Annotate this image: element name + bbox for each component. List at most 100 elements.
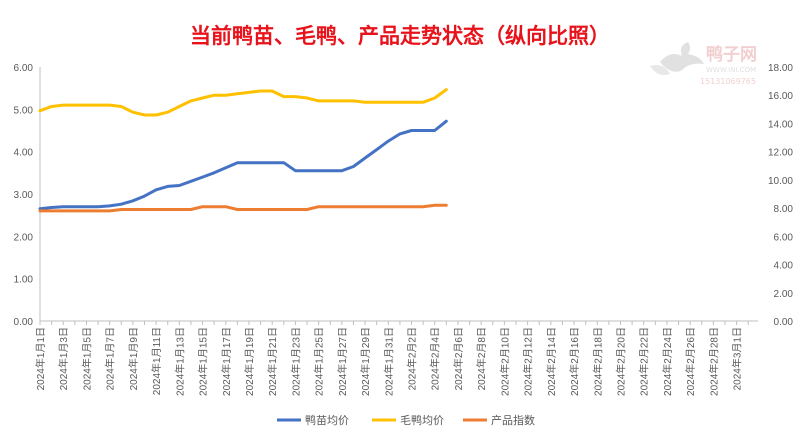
x-axis-tick-label: 2024年1月29日 bbox=[359, 327, 372, 396]
x-axis-tick-label: 2024年1月11日 bbox=[150, 327, 163, 395]
data-point bbox=[433, 129, 436, 132]
data-point bbox=[97, 210, 99, 212]
data-point bbox=[445, 204, 448, 207]
x-axis-tick-label: 2024年2月28日 bbox=[707, 327, 720, 396]
data-point bbox=[108, 210, 111, 212]
watermark-brand: 鸭子网 bbox=[706, 44, 757, 65]
series-0 bbox=[38, 119, 448, 211]
right-axis-tick-label: 6.00 bbox=[774, 232, 794, 243]
data-point bbox=[341, 169, 343, 172]
data-point bbox=[329, 100, 332, 102]
right-axis-tick-label: 18.00 bbox=[768, 63, 793, 74]
data-point bbox=[271, 90, 274, 92]
series-2 bbox=[38, 203, 448, 213]
data-point bbox=[399, 133, 401, 135]
left-axis-tick-label: 2.00 bbox=[14, 232, 34, 243]
data-point bbox=[62, 210, 65, 212]
series-line-1 bbox=[38, 88, 448, 117]
data-point bbox=[341, 205, 343, 208]
series-line-0 bbox=[38, 119, 448, 211]
data-point bbox=[97, 104, 99, 106]
data-point bbox=[85, 210, 88, 212]
left-axis-tick-label: 4.00 bbox=[14, 148, 34, 159]
data-point bbox=[120, 208, 123, 211]
axes: 0.00 1.00 2.00 3.00 4.00 5.00 6.00 0.00 2.00 4.00… bbox=[14, 63, 794, 396]
data-point bbox=[375, 148, 378, 151]
x-axis-tick-label: 2024年2月12日 bbox=[522, 327, 535, 396]
data-point bbox=[39, 208, 41, 210]
data-point bbox=[74, 104, 76, 106]
right-axis-tick-label: 14.00 bbox=[768, 119, 793, 130]
x-axis-tick-label: 2024年2月26日 bbox=[684, 327, 697, 396]
data-point bbox=[283, 208, 285, 211]
right-axis-tick-label: 12.00 bbox=[768, 148, 793, 159]
data-point bbox=[190, 208, 192, 211]
x-axis-tick-label: 2024年1月23日 bbox=[289, 327, 302, 396]
watermark: 鸭子网 WWW.INI.COM 15131069765 bbox=[650, 42, 757, 86]
x-axis-tick-label: 2024年2月6日 bbox=[452, 327, 465, 390]
x-axis-tick-label: 2024年1月19日 bbox=[243, 327, 256, 396]
data-point bbox=[259, 208, 262, 211]
x-axis-tick-label: 2024年1月17日 bbox=[220, 327, 233, 396]
data-point bbox=[213, 205, 215, 208]
data-point bbox=[306, 208, 308, 211]
data-point bbox=[190, 180, 192, 183]
right-axis-tick-label: 8.00 bbox=[774, 204, 794, 215]
x-axis-tick-label: 2024年1月31日 bbox=[382, 327, 395, 396]
data-point bbox=[317, 100, 320, 102]
data-point bbox=[294, 169, 297, 172]
data-point bbox=[294, 95, 297, 98]
data-point bbox=[224, 205, 227, 208]
x-axis-tick-label: 2024年2月16日 bbox=[568, 327, 581, 396]
data-point bbox=[410, 129, 413, 132]
data-point bbox=[74, 205, 76, 208]
right-axis-tick-label: 2.00 bbox=[774, 289, 794, 300]
data-point bbox=[445, 88, 448, 91]
data-point bbox=[143, 195, 146, 197]
data-point bbox=[143, 114, 146, 116]
data-point bbox=[271, 208, 274, 211]
data-point bbox=[132, 199, 134, 202]
x-axis-tick-label: 2024年1月21日 bbox=[266, 327, 279, 396]
data-point bbox=[317, 205, 320, 208]
data-point bbox=[62, 104, 65, 106]
data-point bbox=[190, 100, 192, 102]
left-axis-tick-label: 6.00 bbox=[14, 63, 34, 74]
legend-label-0: 鸭苗均价 bbox=[305, 414, 349, 427]
series-layer bbox=[38, 88, 448, 213]
x-axis-tick-label: 2024年1月5日 bbox=[80, 327, 93, 390]
data-point bbox=[236, 93, 239, 95]
data-point bbox=[283, 95, 285, 98]
x-axis-tick-label: 2024年1月7日 bbox=[104, 327, 117, 390]
data-point bbox=[224, 94, 227, 97]
data-point bbox=[433, 204, 436, 207]
data-point bbox=[422, 129, 424, 132]
x-axis-tick-label: 2024年2月24日 bbox=[661, 327, 674, 396]
data-point bbox=[132, 111, 134, 113]
watermark-url: WWW.INI.COM bbox=[706, 66, 756, 74]
data-point bbox=[132, 208, 134, 211]
data-point bbox=[352, 205, 355, 208]
x-axis-tick-label: 2024年2月10日 bbox=[498, 327, 511, 396]
data-point bbox=[39, 210, 41, 212]
x-axis-tick-label: 2024年1月25日 bbox=[313, 327, 326, 396]
left-axis-tick-label: 5.00 bbox=[14, 105, 34, 116]
data-point bbox=[155, 208, 157, 211]
data-point bbox=[178, 105, 181, 108]
legend-label-1: 毛鸭均价 bbox=[400, 414, 444, 427]
data-point bbox=[213, 94, 215, 97]
data-point bbox=[224, 166, 227, 169]
data-point bbox=[375, 101, 378, 104]
data-point bbox=[85, 205, 88, 208]
data-point bbox=[364, 205, 366, 208]
data-point bbox=[306, 169, 308, 172]
data-point bbox=[399, 205, 401, 208]
data-point bbox=[178, 184, 181, 187]
data-point bbox=[410, 101, 413, 104]
right-axis-tick-label: 0.00 bbox=[774, 317, 794, 328]
data-point bbox=[422, 101, 424, 104]
data-point bbox=[364, 157, 366, 159]
data-point bbox=[317, 169, 320, 172]
data-point bbox=[329, 205, 332, 208]
data-point bbox=[155, 114, 157, 116]
